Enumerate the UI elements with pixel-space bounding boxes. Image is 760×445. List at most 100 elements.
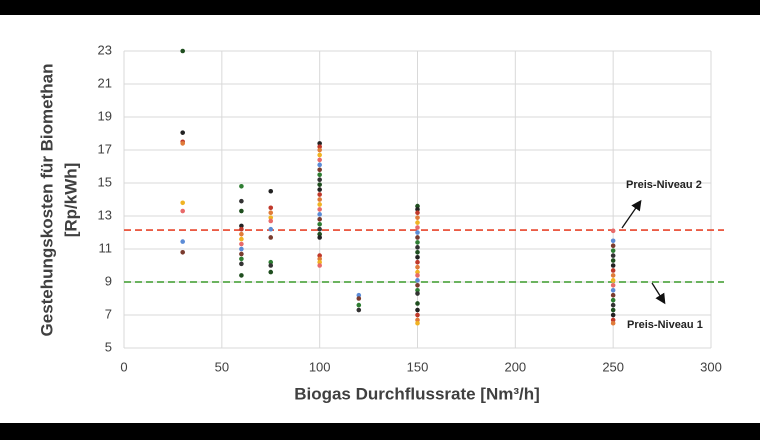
point <box>610 302 616 308</box>
point <box>415 245 420 250</box>
point <box>239 241 244 247</box>
point <box>317 212 322 217</box>
point <box>317 263 322 268</box>
point <box>356 302 362 308</box>
point <box>415 312 420 318</box>
point <box>610 307 616 313</box>
point <box>610 258 616 263</box>
point <box>415 278 420 283</box>
point <box>356 307 362 313</box>
point <box>415 307 420 313</box>
point <box>317 207 322 212</box>
point <box>415 317 420 323</box>
point <box>415 264 420 270</box>
letterbox-bottom <box>0 423 760 440</box>
letterbox-top <box>0 0 760 15</box>
y-tick-label: 15 <box>98 174 112 189</box>
point <box>317 231 322 237</box>
point <box>415 283 420 288</box>
point <box>317 157 322 163</box>
point <box>180 48 185 54</box>
point <box>317 152 322 158</box>
point <box>415 273 420 278</box>
point <box>317 182 322 187</box>
point <box>610 317 616 323</box>
point <box>415 240 420 245</box>
y-tick-label: 19 <box>98 108 112 123</box>
point <box>356 292 362 298</box>
point <box>317 253 322 258</box>
x-tick-label: 50 <box>215 359 229 374</box>
point <box>317 259 322 265</box>
point <box>415 301 420 306</box>
arrow <box>621 199 642 229</box>
point <box>317 177 322 182</box>
point <box>239 223 244 229</box>
point <box>317 167 322 173</box>
point <box>268 210 274 215</box>
point <box>239 261 244 267</box>
point <box>180 208 185 214</box>
point <box>239 256 244 262</box>
x-tick-label: 300 <box>700 359 722 374</box>
point <box>415 210 420 215</box>
point <box>610 297 616 303</box>
point <box>317 197 322 202</box>
point <box>317 192 322 197</box>
point <box>268 269 274 275</box>
point <box>415 235 420 240</box>
point <box>356 296 362 301</box>
point <box>239 208 244 214</box>
point <box>415 287 420 293</box>
y-tick-label: 9 <box>105 273 112 288</box>
point <box>239 184 244 189</box>
y-tick-label: 11 <box>99 240 113 255</box>
point <box>268 215 274 220</box>
point <box>415 203 420 209</box>
point <box>268 263 274 268</box>
annotation: Preis-Niveau 2 <box>626 179 702 191</box>
point <box>610 228 616 234</box>
y-axis-label: [Rp/kWh] <box>61 163 80 238</box>
y-tick-label: 7 <box>105 306 112 321</box>
x-axis-label: Biogas Durchflussrate [Nm³/h] <box>294 384 540 403</box>
y-tick-label: 23 <box>98 42 112 57</box>
point <box>180 130 185 135</box>
point <box>610 283 616 288</box>
point <box>610 263 616 268</box>
point <box>239 226 244 232</box>
point <box>180 200 185 206</box>
point <box>415 207 420 212</box>
point <box>317 144 322 149</box>
point <box>610 273 616 278</box>
x-tick-label: 0 <box>120 359 127 374</box>
points <box>180 48 616 326</box>
point <box>239 273 244 278</box>
point <box>239 198 244 204</box>
point <box>610 278 616 283</box>
x-tick-label: 100 <box>309 359 331 374</box>
point <box>317 141 322 146</box>
y-tick-label: 21 <box>98 75 112 90</box>
point <box>268 226 274 232</box>
point <box>180 141 185 146</box>
point <box>239 246 244 252</box>
point <box>180 250 185 255</box>
point <box>317 221 322 227</box>
y-tick-label: 5 <box>105 339 112 354</box>
point <box>610 248 616 253</box>
point <box>239 251 244 257</box>
point <box>317 187 322 192</box>
y-tick-label: 17 <box>98 141 112 156</box>
x-tick-label: 150 <box>407 359 429 374</box>
x-tick-label: 200 <box>504 359 526 374</box>
point <box>317 202 322 207</box>
point <box>317 256 322 262</box>
point <box>610 312 616 318</box>
arrow <box>651 282 666 305</box>
point <box>610 238 616 244</box>
point <box>610 253 616 258</box>
point <box>415 250 420 255</box>
point <box>239 236 244 242</box>
